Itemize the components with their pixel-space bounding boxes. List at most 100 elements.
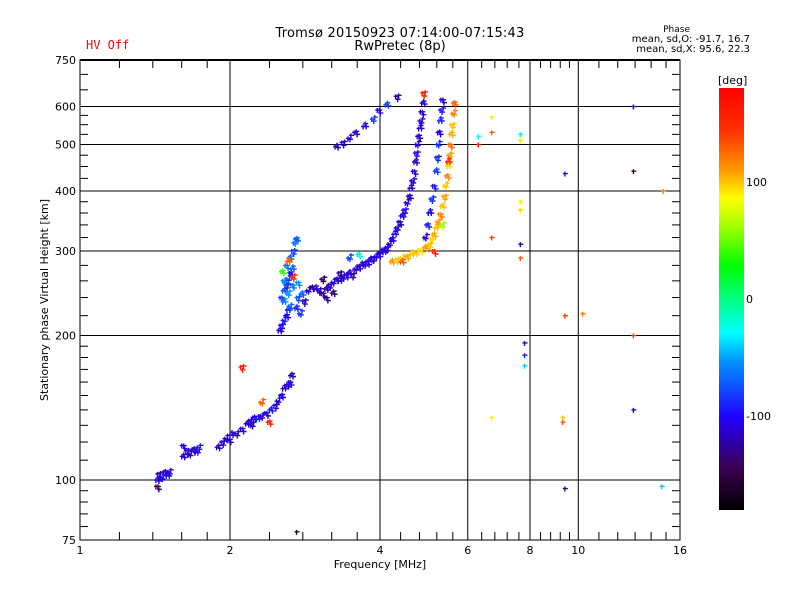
data-point [282, 280, 288, 286]
data-point [395, 260, 401, 266]
data-point [219, 440, 225, 446]
data-point [339, 269, 345, 275]
data-point [336, 270, 342, 276]
data-point [518, 208, 524, 214]
data-point [198, 443, 204, 449]
data-point [348, 133, 354, 139]
data-point [291, 267, 297, 273]
data-point [432, 231, 438, 237]
data-point [489, 415, 495, 421]
data-point [238, 364, 244, 370]
data-point [296, 280, 302, 286]
data-point [421, 112, 427, 118]
data-point [424, 232, 430, 238]
data-point [250, 424, 256, 430]
data-point [285, 285, 291, 291]
data-point [155, 471, 161, 477]
data-point [434, 167, 440, 173]
data-point [489, 235, 495, 241]
data-point [322, 275, 328, 281]
data-point [441, 205, 447, 211]
data-point [423, 236, 429, 242]
data-point [433, 155, 439, 161]
data-point [418, 136, 424, 142]
data-point [280, 392, 286, 398]
data-point [347, 257, 353, 263]
data-point [294, 304, 300, 310]
data-point [393, 257, 399, 263]
data-point [285, 312, 291, 318]
data-point [165, 469, 171, 475]
data-point [289, 302, 295, 308]
data-point [403, 211, 409, 217]
data-point [420, 109, 426, 115]
data-point [314, 284, 320, 290]
y-tick-label: 100 [55, 474, 76, 487]
data-point [348, 253, 354, 259]
data-point [306, 289, 312, 295]
phase-stats-title: Phase [663, 25, 690, 35]
series-2 [333, 90, 447, 256]
hv-status-label: HV Off [86, 38, 130, 52]
data-point [440, 194, 446, 200]
data-point [270, 408, 276, 414]
data-point [288, 380, 294, 386]
chart-title: Tromsø 20150923 07:14:00-07:15:43 [275, 26, 525, 41]
data-point [276, 400, 282, 406]
data-point [372, 115, 378, 121]
data-point [324, 295, 330, 301]
chart-subtitle: RwPretec (8p) [354, 39, 446, 54]
data-point [371, 259, 377, 265]
data-point [283, 276, 289, 282]
data-point [443, 193, 449, 199]
data-point [332, 292, 338, 298]
data-point [450, 133, 456, 139]
data-point [297, 283, 303, 289]
data-point [398, 219, 404, 225]
data-point [160, 476, 166, 482]
data-point [440, 224, 446, 230]
data-point [347, 137, 353, 143]
data-point [300, 299, 306, 305]
data-point [437, 129, 443, 135]
data-point [156, 487, 162, 493]
data-point [291, 276, 297, 282]
data-point [290, 282, 296, 288]
phase-stats-o-mode: mean, sd,O: -91.7, 16.7 [631, 34, 750, 45]
data-point [331, 289, 337, 295]
data-point [437, 139, 443, 145]
data-point [385, 248, 391, 254]
data-point [476, 142, 482, 148]
data-point [396, 93, 402, 99]
data-point [421, 99, 427, 105]
data-point [354, 268, 360, 274]
data-point [345, 275, 351, 281]
data-point [428, 208, 434, 214]
data-point [341, 276, 347, 282]
data-point [420, 116, 426, 122]
data-point [273, 406, 279, 412]
data-point [562, 171, 568, 177]
data-point [158, 470, 164, 476]
data-point [367, 262, 373, 268]
data-point [439, 215, 445, 221]
data-point [452, 112, 458, 118]
data-point [423, 90, 429, 96]
data-point [286, 266, 292, 272]
data-point [415, 150, 421, 156]
data-point [286, 304, 292, 310]
data-point [446, 156, 452, 162]
data-point [286, 293, 292, 299]
data-point [294, 295, 300, 301]
series-3 [388, 100, 459, 266]
data-point [246, 418, 252, 424]
data-point [631, 333, 637, 339]
data-point [347, 268, 353, 274]
data-point [387, 243, 393, 249]
y-axis-label: Stationary phase Virtual Height [km] [38, 199, 51, 401]
data-point [404, 207, 410, 213]
data-point [393, 94, 399, 100]
data-point [440, 202, 446, 208]
data-point [442, 197, 448, 203]
data-point [406, 256, 412, 262]
